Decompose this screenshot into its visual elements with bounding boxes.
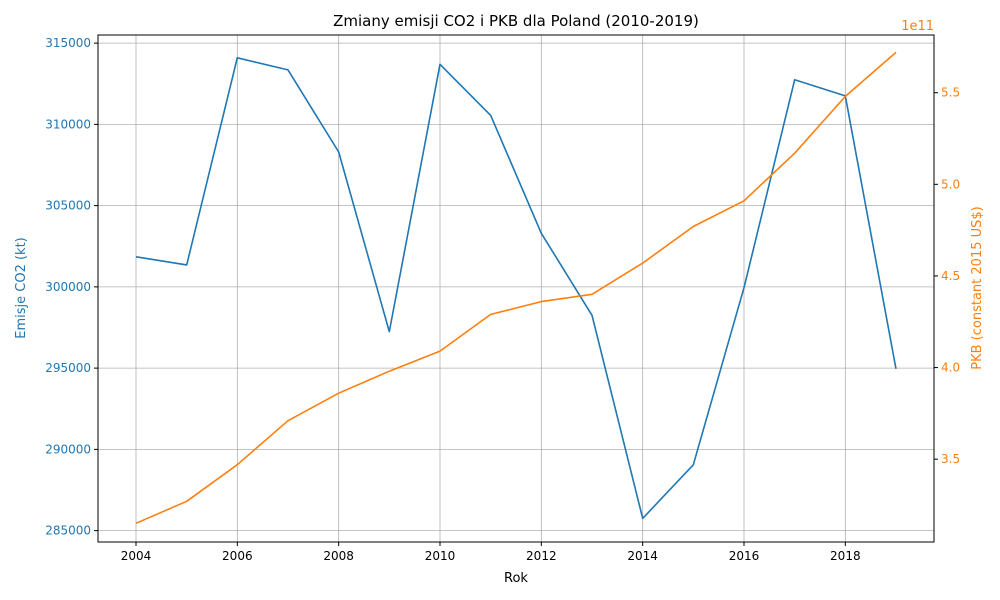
y-left-tick-label: 300000 [45, 280, 91, 294]
grid [98, 35, 934, 542]
y-axis-left: 285000 290000 295000 300000 305000 310000 3150… [45, 36, 98, 538]
plot-frame [97, 34, 935, 543]
series-line-gdp [135, 51, 897, 525]
x-tick-label: 2012 [526, 549, 557, 563]
x-tick-label: 2006 [222, 549, 253, 563]
chart-title: Zmiany emisji CO2 i PKB dla Poland (2010… [333, 12, 699, 30]
y-axis-right-label: PKB (constant 2015 US$) [970, 206, 985, 369]
y-left-tick-label: 305000 [45, 199, 91, 213]
y-right-tick-label: 3.5 [941, 452, 960, 466]
x-tick-label: 2004 [121, 549, 152, 563]
y-axis-right: 3.5 4.0 4.5 5.0 5.5 [934, 86, 960, 466]
y-left-tick-label: 290000 [45, 442, 91, 456]
x-axis-label: Rok [504, 571, 528, 586]
y-axis-right-offset-label: 1e11 [901, 19, 934, 34]
x-tick-label: 2014 [627, 549, 658, 563]
y-right-tick-label: 5.5 [941, 86, 960, 100]
x-tick-label: 2018 [830, 549, 861, 563]
y-left-tick-label: 315000 [45, 36, 91, 50]
series-layer [135, 51, 897, 525]
x-axis: 2004 2006 2008 2010 2012 2014 2016 2018 [121, 542, 861, 563]
series-line-co2 [135, 56, 897, 520]
y-right-tick-label: 4.5 [941, 269, 960, 283]
y-left-tick-label: 310000 [45, 117, 91, 131]
y-right-tick-label: 4.0 [941, 361, 960, 375]
x-tick-label: 2016 [729, 549, 760, 563]
y-right-tick-label: 5.0 [941, 177, 960, 191]
y-left-tick-label: 295000 [45, 361, 91, 375]
y-left-tick-label: 285000 [45, 524, 91, 538]
x-tick-label: 2010 [425, 549, 456, 563]
y-axis-left-label: Emisje CO2 (kt) [14, 237, 29, 339]
x-tick-label: 2008 [323, 549, 354, 563]
